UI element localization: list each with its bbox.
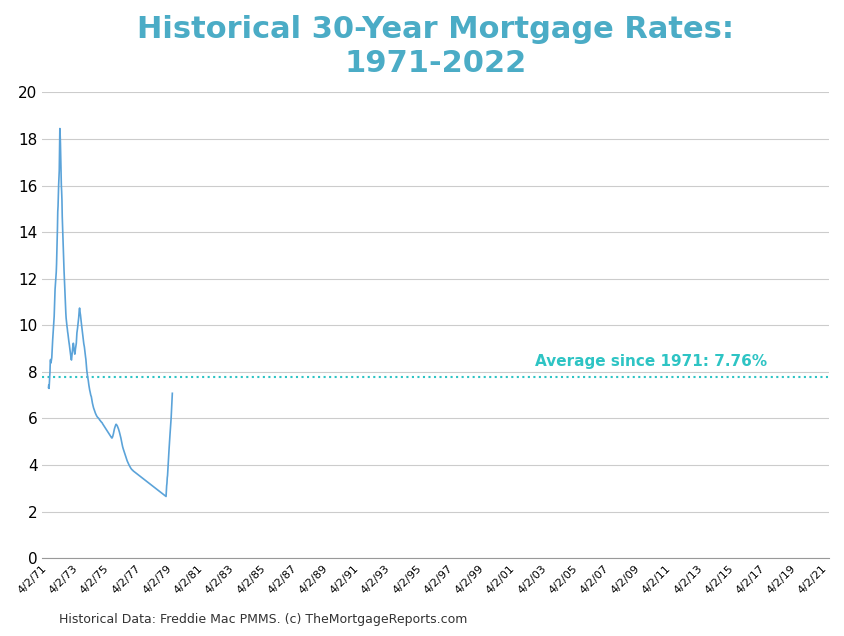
Title: Historical 30-Year Mortgage Rates:
1971-2022: Historical 30-Year Mortgage Rates: 1971-…: [137, 15, 734, 78]
Text: Historical Data: Freddie Mac PMMS. (c) TheMortgageReports.com: Historical Data: Freddie Mac PMMS. (c) T…: [59, 613, 468, 626]
Text: Average since 1971: 7.76%: Average since 1971: 7.76%: [535, 354, 767, 369]
